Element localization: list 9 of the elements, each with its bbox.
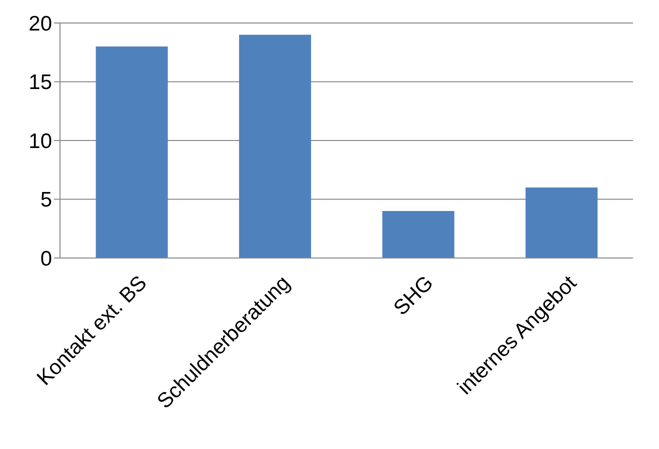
y-tick-label: 5 xyxy=(40,188,52,212)
y-tick-label: 10 xyxy=(28,130,52,153)
bar xyxy=(382,211,454,258)
bar xyxy=(239,34,312,258)
y-tick-label: 15 xyxy=(28,71,52,94)
bar xyxy=(526,188,598,258)
bar xyxy=(96,46,168,258)
y-tick-label: 20 xyxy=(28,12,52,36)
y-tick-label: 0 xyxy=(40,247,52,270)
